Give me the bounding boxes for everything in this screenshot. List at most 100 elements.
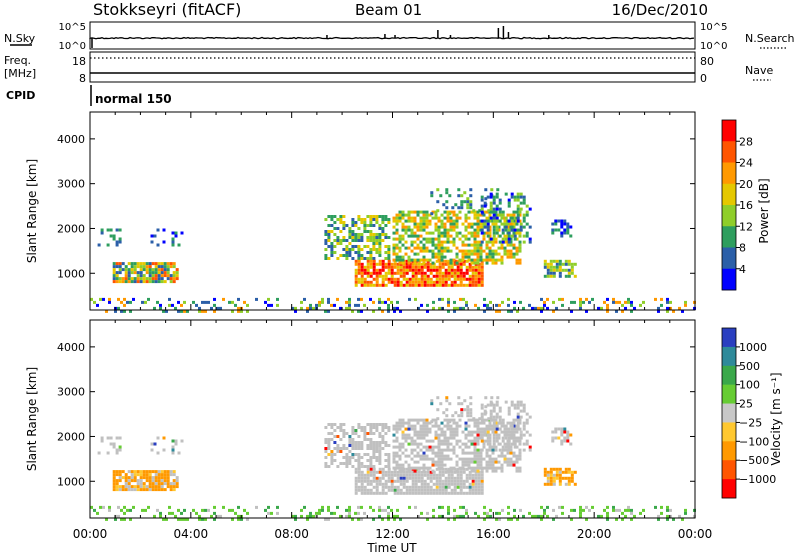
velocity-cell bbox=[429, 485, 433, 489]
power-cell bbox=[228, 300, 231, 304]
velocity-cell bbox=[452, 448, 456, 452]
velocity-cell bbox=[360, 444, 364, 447]
power-cell bbox=[357, 303, 360, 307]
velocity-cell bbox=[172, 479, 176, 483]
power-cell bbox=[324, 309, 327, 313]
power-cell bbox=[419, 246, 423, 250]
velocity-cell bbox=[354, 441, 358, 444]
velocity-cell bbox=[139, 476, 143, 480]
colorbar-swatch bbox=[722, 384, 736, 404]
power-cell bbox=[327, 224, 331, 227]
power-cell bbox=[513, 306, 516, 310]
power-cell bbox=[459, 262, 463, 266]
power-cell bbox=[464, 243, 468, 247]
power-cell bbox=[108, 300, 111, 304]
velocity-cell bbox=[357, 447, 361, 450]
power-cell bbox=[549, 271, 553, 275]
velocity-cell bbox=[515, 430, 519, 434]
power-cell bbox=[157, 271, 161, 275]
power-cell bbox=[480, 277, 484, 281]
velocity-cell bbox=[435, 467, 439, 471]
velocity-cell bbox=[567, 479, 571, 483]
velocity-cell bbox=[525, 430, 529, 434]
velocity-cell bbox=[453, 514, 456, 518]
power-cell bbox=[615, 309, 618, 313]
power-cell bbox=[478, 209, 482, 213]
power-cell bbox=[416, 222, 420, 226]
power-cell bbox=[469, 206, 473, 210]
velocity-cell bbox=[118, 488, 122, 492]
power-cell bbox=[519, 201, 523, 205]
velocity-cell bbox=[136, 473, 140, 477]
velocity-cell bbox=[498, 415, 502, 419]
power-cell bbox=[486, 195, 490, 199]
power-cell bbox=[469, 200, 473, 204]
power-cell bbox=[512, 225, 516, 229]
velocity-cell bbox=[498, 517, 501, 521]
velocity-cell bbox=[136, 482, 140, 486]
velocity-cell bbox=[130, 473, 134, 477]
velocity-cell bbox=[444, 491, 448, 495]
velocity-cell bbox=[118, 448, 122, 452]
velocity-cell bbox=[512, 427, 516, 431]
velocity-cell bbox=[543, 473, 547, 477]
velocity-cell bbox=[372, 473, 376, 477]
power-cell bbox=[455, 246, 459, 250]
velocity-cell bbox=[563, 427, 567, 431]
power-cell bbox=[97, 243, 101, 247]
power-cell bbox=[222, 297, 225, 301]
velocity-cell bbox=[461, 442, 465, 446]
power-cell bbox=[395, 246, 399, 250]
power-cell bbox=[657, 306, 660, 310]
power-cell bbox=[123, 303, 126, 307]
velocity-cell bbox=[543, 467, 547, 471]
power-cell bbox=[133, 262, 137, 266]
velocity-cell bbox=[342, 447, 346, 450]
power-cell bbox=[213, 309, 216, 313]
velocity-cell bbox=[453, 470, 457, 474]
velocity-cell bbox=[360, 473, 364, 477]
time-tick-label: 00:00 bbox=[73, 527, 108, 541]
velocity-cell bbox=[570, 517, 573, 521]
power-cell bbox=[426, 274, 430, 278]
power-cell bbox=[120, 300, 123, 304]
velocity-cell bbox=[507, 517, 510, 521]
velocity-cell bbox=[489, 412, 493, 416]
velocity-cell bbox=[360, 456, 364, 459]
velocity-cell bbox=[445, 414, 449, 418]
power-cell bbox=[560, 225, 564, 229]
power-cell bbox=[492, 213, 496, 217]
velocity-cell bbox=[115, 470, 119, 474]
velocity-cell bbox=[429, 479, 433, 483]
velocity-cell bbox=[136, 479, 140, 483]
velocity-cell bbox=[476, 427, 480, 431]
power-cell bbox=[420, 262, 424, 266]
velocity-cell bbox=[177, 451, 181, 455]
power-cell bbox=[479, 249, 483, 253]
power-cell bbox=[115, 280, 119, 284]
velocity-cell bbox=[560, 430, 564, 434]
power-cell bbox=[419, 258, 423, 262]
velocity-cell bbox=[148, 482, 152, 486]
power-cell bbox=[387, 251, 391, 254]
power-cell bbox=[151, 268, 155, 272]
power-cell bbox=[145, 280, 149, 284]
velocity-cell bbox=[393, 488, 397, 492]
power-cell bbox=[93, 300, 96, 304]
power-cell bbox=[485, 210, 489, 214]
power-cell bbox=[136, 265, 140, 269]
velocity-cell bbox=[447, 467, 451, 471]
velocity-cell bbox=[567, 476, 571, 480]
velocity-cell bbox=[396, 488, 400, 492]
power-cell bbox=[452, 243, 456, 247]
velocity-cell bbox=[507, 406, 511, 410]
velocity-cell bbox=[404, 436, 408, 440]
power-cell bbox=[357, 259, 361, 263]
power-cell bbox=[360, 233, 364, 236]
power-cell bbox=[444, 259, 448, 263]
power-cell bbox=[518, 231, 522, 235]
velocity-cell bbox=[519, 430, 523, 434]
power-cell bbox=[342, 215, 346, 218]
power-cell bbox=[503, 219, 507, 223]
